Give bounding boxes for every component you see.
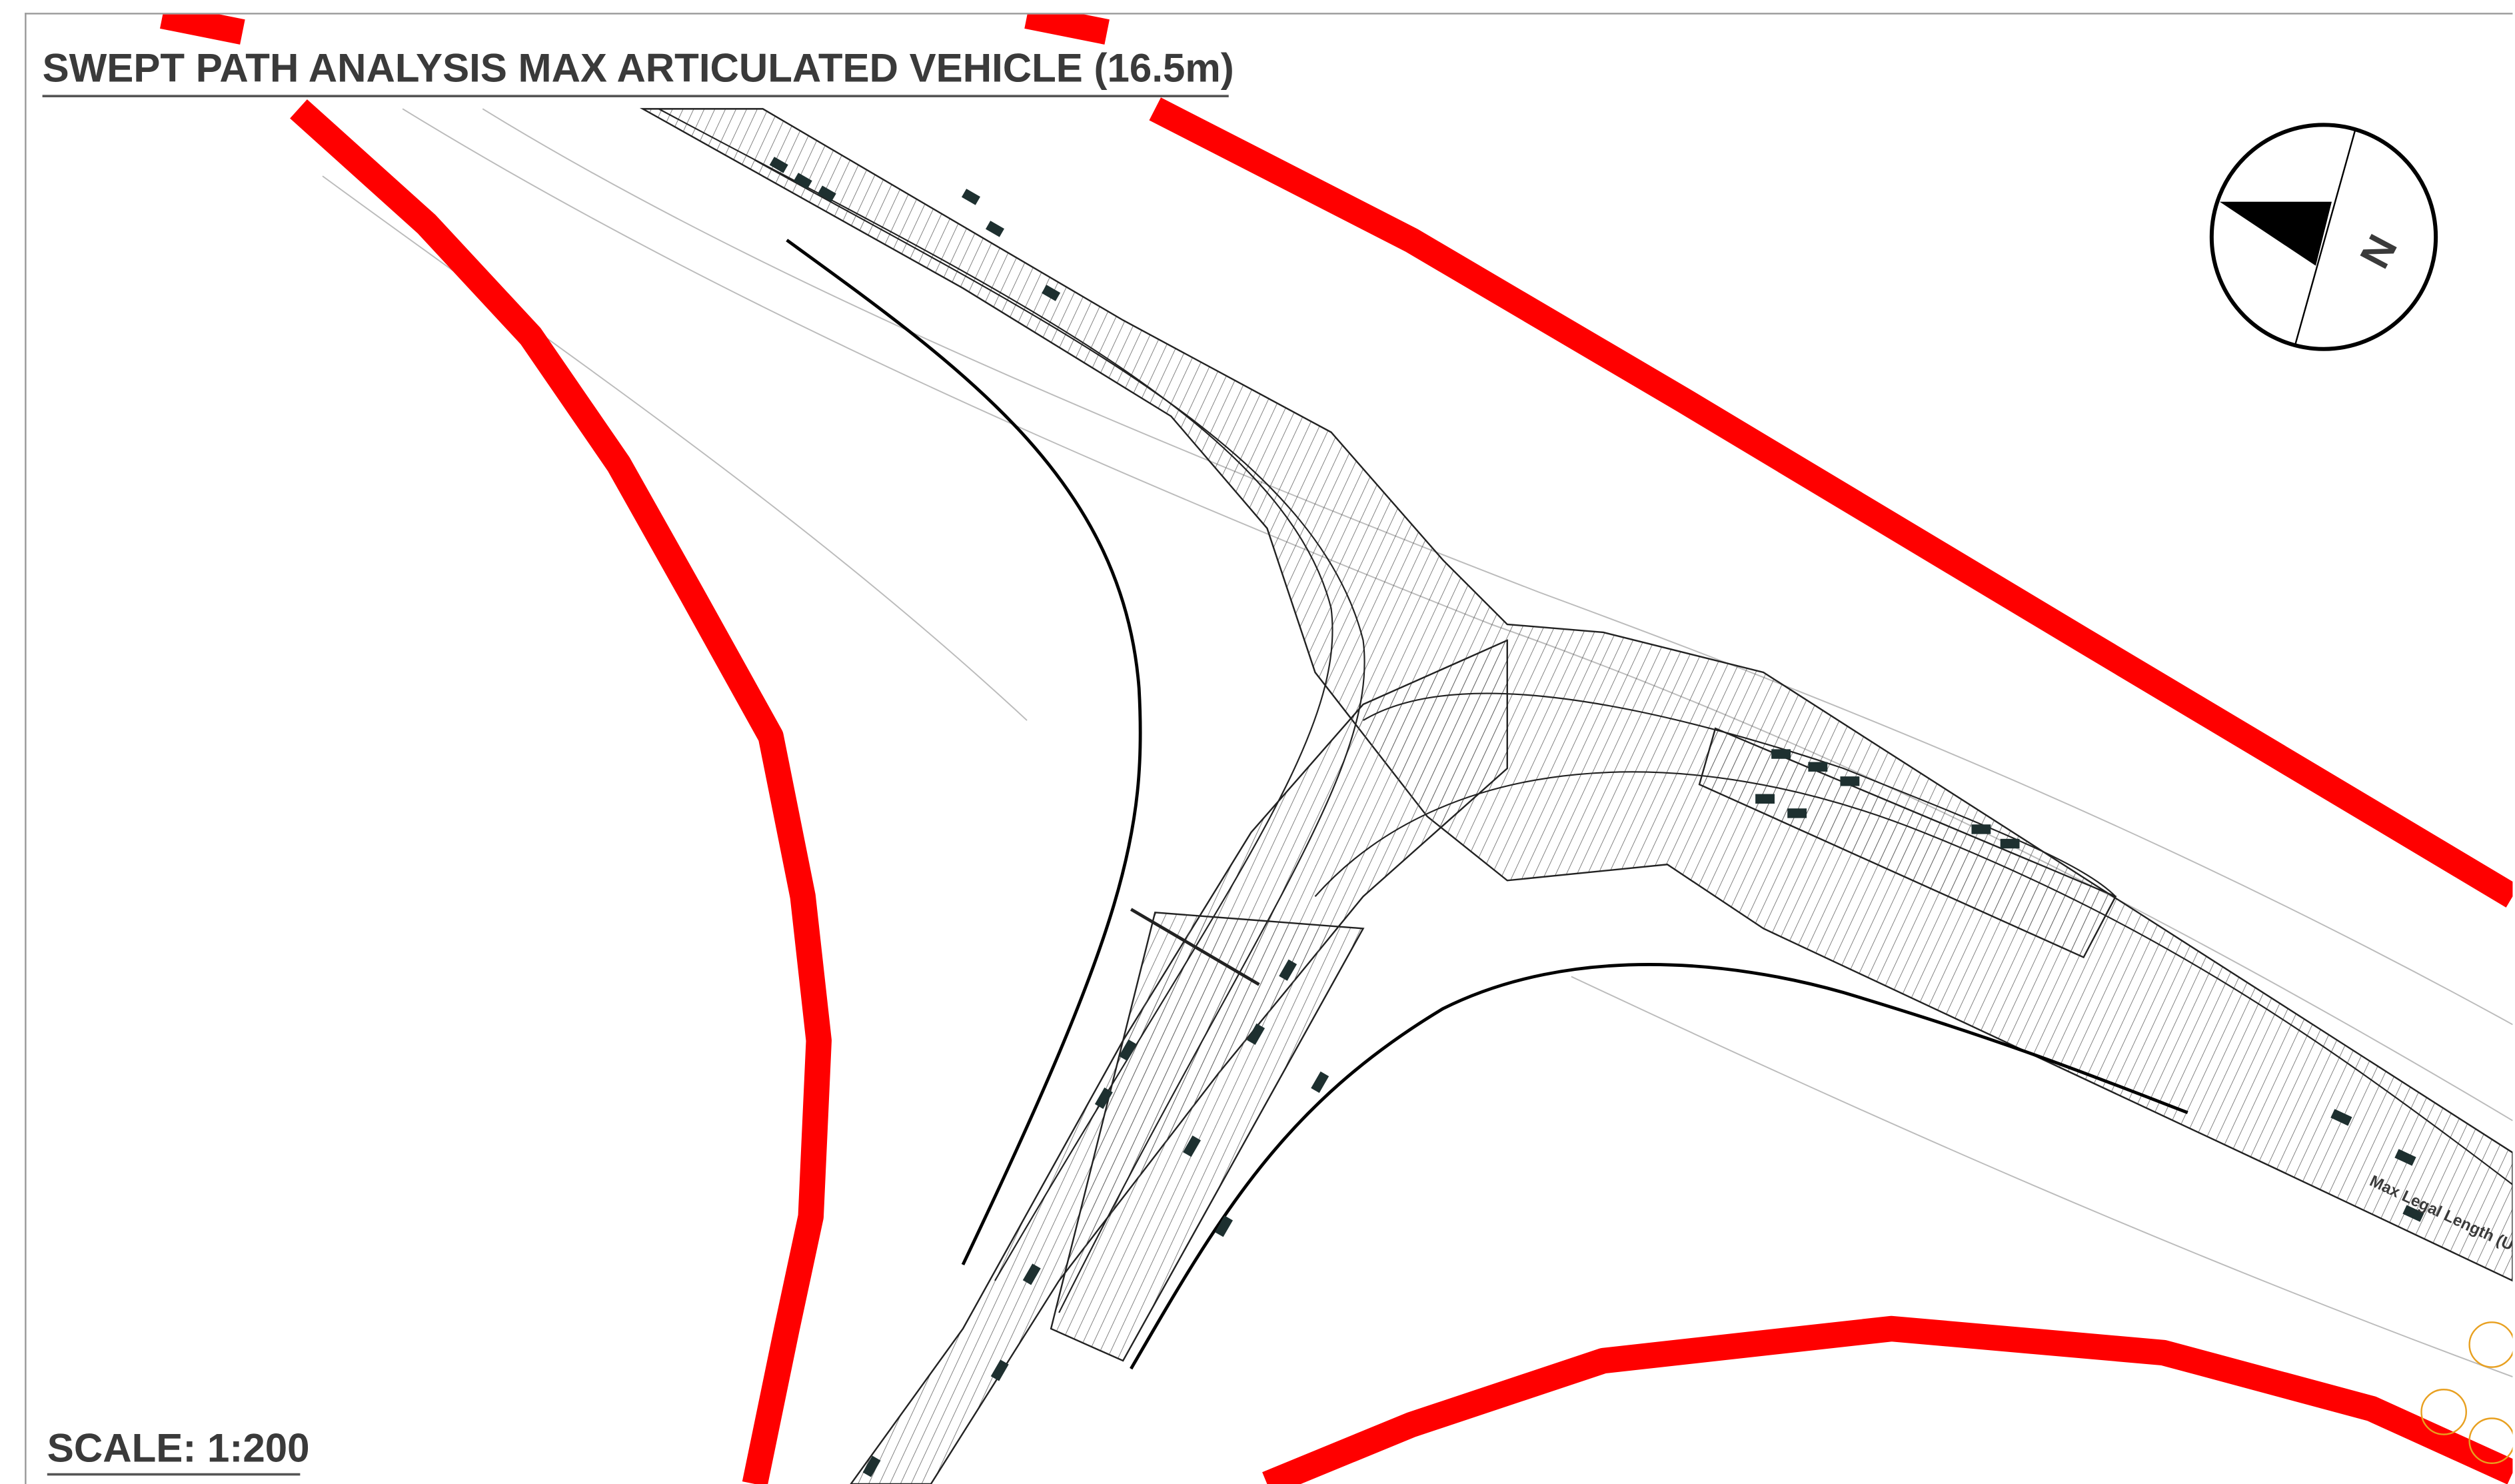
drawing: Max Legal Length (UK) Articulated Vehicl… — [0, 0, 2515, 1484]
north-arrow: N — [2212, 125, 2436, 349]
background — [3, 0, 2513, 1484]
scale-label: SCALE: 1:200 — [47, 1425, 310, 1470]
page: {"header":{"title":"SWEPT PATH ANALYSIS … — [0, 0, 2515, 1484]
title: SWEPT PATH ANALYSIS MAX ARTICULATED VEHI… — [43, 46, 1234, 91]
